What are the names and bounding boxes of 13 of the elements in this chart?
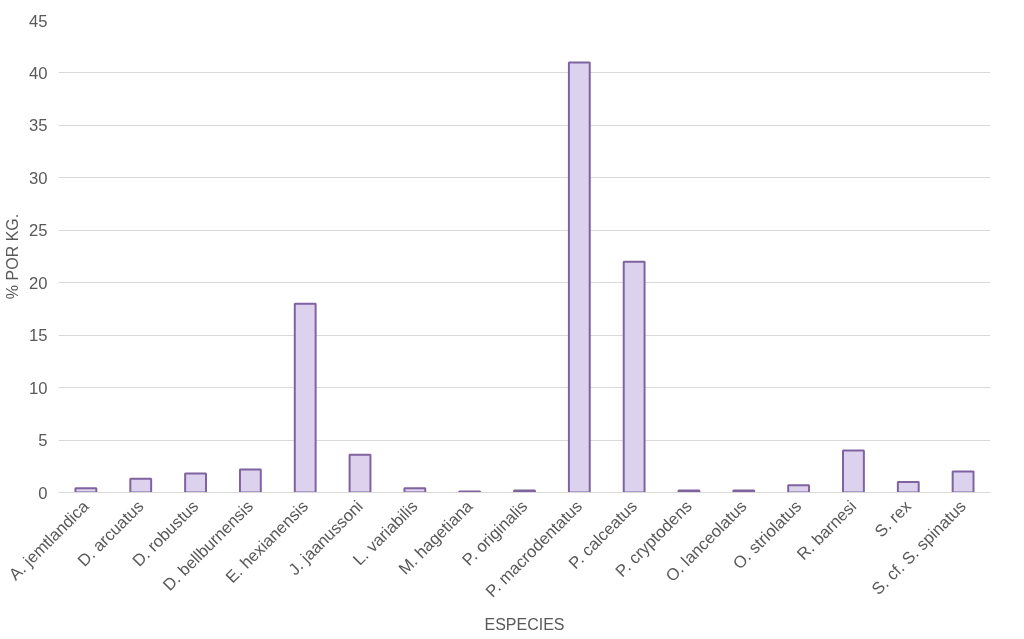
y-axis-title: % POR KG.	[3, 213, 21, 300]
y-tick-label: 40	[28, 63, 48, 83]
y-tick-label: 15	[28, 326, 48, 346]
y-tick-label: 5	[38, 431, 48, 451]
y-tick-label: 35	[28, 116, 48, 136]
y-tick-label: 10	[28, 378, 48, 398]
x-tick-label: S. rex	[870, 496, 916, 541]
y-tick-label: 20	[28, 273, 48, 293]
x-axis-title: ESPECIES	[484, 615, 565, 633]
y-tick-label: 30	[28, 168, 48, 188]
y-tick-label: 0	[38, 483, 48, 503]
y-tick-label: 45	[28, 11, 48, 31]
y-tick-label: 25	[28, 221, 48, 241]
